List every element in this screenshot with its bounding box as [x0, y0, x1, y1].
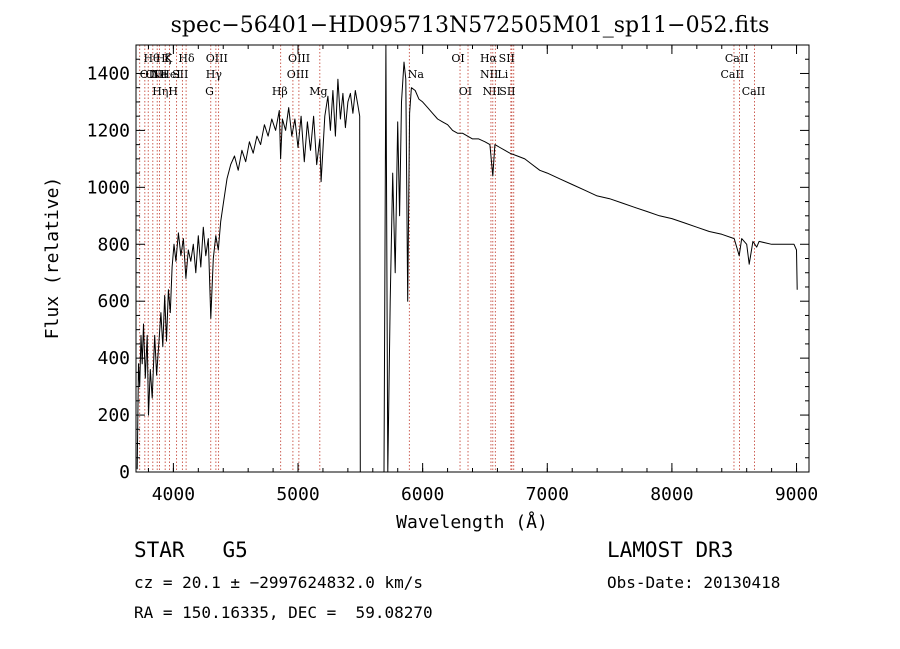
emission-line-label: SII — [172, 68, 188, 81]
emission-line-label: Hβ — [272, 85, 288, 98]
x-tick-label: 7000 — [526, 484, 569, 505]
y-tick-label: 600 — [97, 291, 130, 312]
redshift-line: cz = 20.1 ± −2997624832.0 km/s — [134, 573, 423, 592]
emission-line-label: OII — [140, 68, 158, 81]
survey-name: LAMOST DR3 — [607, 538, 734, 562]
emission-line-label: OIII — [287, 68, 309, 81]
emission-line-label: NII — [482, 85, 500, 98]
emission-line-label: OIII — [288, 52, 310, 65]
emission-line-label: NII — [480, 68, 498, 81]
y-axis-label: Flux (relative) — [42, 177, 63, 340]
emission-line-label: Hδ — [178, 52, 195, 65]
emission-line-label: OI — [451, 52, 464, 65]
y-tick-label: 400 — [97, 348, 130, 369]
emission-line-label: Hθ — [143, 52, 160, 65]
line-labels: OIIHθOIIIHηNeHζKHHeISIIHδGHγOIIIHβOIIIOI… — [140, 52, 766, 98]
emission-line-label: Li — [497, 68, 508, 81]
emission-line-label: SII — [499, 52, 515, 65]
x-axis-label: Wavelength (Å) — [396, 511, 548, 533]
x-tick-label: 9000 — [775, 484, 818, 505]
footer-class: STAR G5 — [134, 538, 248, 562]
y-tick-label: 1000 — [87, 177, 130, 198]
x-tick-label: 8000 — [650, 484, 693, 505]
x-tick-label: 4000 — [152, 484, 195, 505]
plot-frame — [135, 44, 810, 473]
obs-date: Obs-Date: 20130418 — [607, 573, 781, 592]
y-tick-label: 800 — [97, 234, 130, 255]
chart-title: spec−56401−HD095713N572505M01_sp11−052.f… — [171, 13, 770, 38]
emission-line-label: OIII — [145, 68, 167, 81]
emission-line-label: CaII — [742, 85, 766, 98]
emission-line-label: CaII — [721, 68, 745, 81]
x-tick-label: 5000 — [276, 484, 319, 505]
emission-line-label: Ne — [151, 68, 167, 81]
object-subclass: G5 — [222, 538, 248, 562]
object-class: STAR — [134, 538, 185, 562]
emission-line-label: H — [168, 85, 178, 98]
y-tick-label: 1400 — [87, 63, 130, 84]
emission-line-label: HeI — [160, 68, 180, 81]
emission-line-label: OI — [459, 85, 472, 98]
y-tick-label: 200 — [97, 405, 130, 426]
emission-line-label: K — [164, 52, 173, 65]
y-ticks: 0 200 400 600 800 1000 1200 1400 — [87, 58, 809, 483]
ra-dec-line: RA = 150.16335, DEC = 59.08270 — [134, 603, 433, 622]
emission-line-label: OIII — [206, 52, 228, 65]
x-ticks: 4000 5000 6000 7000 8000 9000 — [147, 45, 818, 505]
emission-line-label: CaII — [725, 52, 749, 65]
emission-line-label: SII — [499, 85, 515, 98]
x-tick-label: 6000 — [401, 484, 444, 505]
emission-line-label: Hγ — [206, 68, 223, 81]
y-tick-label: 0 — [119, 462, 130, 483]
emission-line-label: Mg — [309, 85, 327, 98]
emission-line-label: Hη — [152, 85, 168, 98]
spectrum-line — [136, 44, 798, 473]
emission-lines — [139, 45, 755, 472]
emission-line-label: Hα — [480, 52, 498, 65]
y-tick-label: 1200 — [87, 120, 130, 141]
emission-line-label: Na — [408, 68, 425, 81]
emission-line-label: G — [205, 85, 214, 98]
emission-line-label: Hζ — [156, 52, 172, 65]
